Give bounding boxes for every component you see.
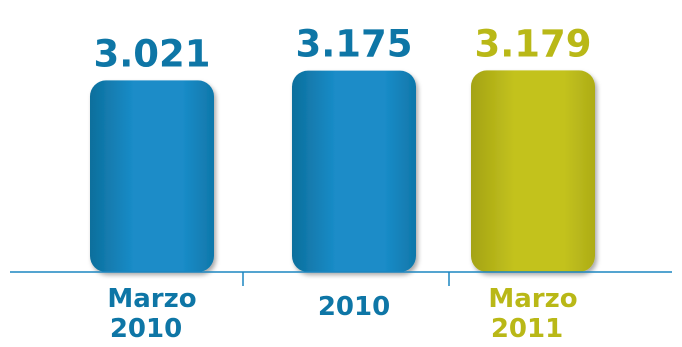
category-label: 2011 [491, 314, 563, 344]
category-label: Marzo [488, 284, 577, 314]
bar-value-label: 3.021 [93, 32, 210, 75]
x-axis-ticks [242, 272, 450, 286]
category-label: 2010 [318, 292, 390, 322]
bar-value-label: 3.179 [474, 22, 591, 65]
category-label: 2010 [110, 314, 182, 344]
bar [292, 70, 416, 272]
bars-group [90, 70, 595, 273]
bar [471, 70, 595, 273]
bar-value-label: 3.175 [295, 23, 412, 66]
category-label: Marzo [107, 284, 196, 314]
bar [90, 80, 214, 272]
value-labels-group: 3.021 3.175 3.179 [93, 22, 591, 75]
